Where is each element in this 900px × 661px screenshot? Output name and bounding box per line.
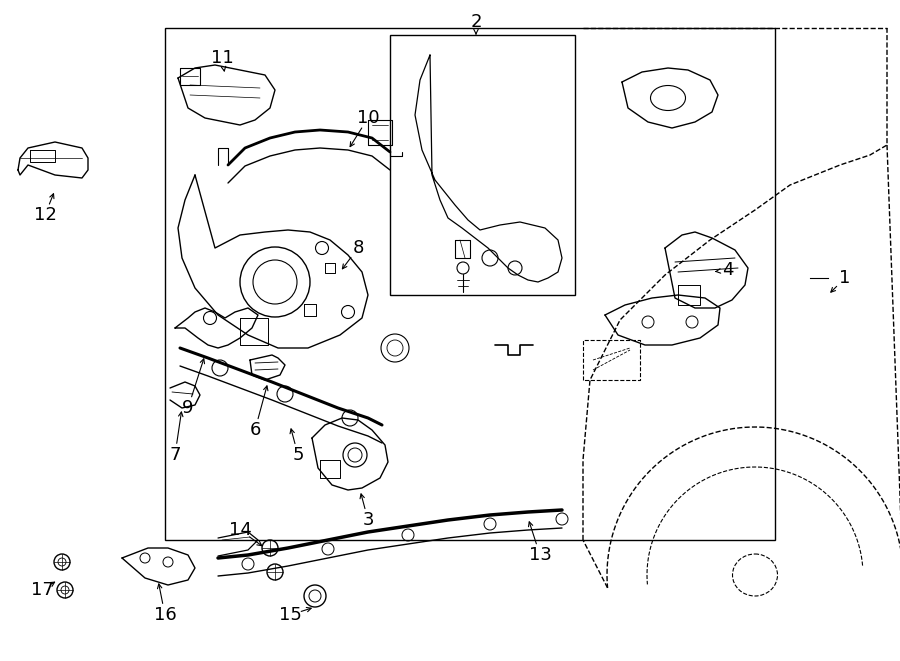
Text: 1: 1 <box>840 269 850 287</box>
Text: 9: 9 <box>182 399 194 417</box>
Text: 3: 3 <box>362 511 374 529</box>
Text: 14: 14 <box>229 521 251 539</box>
Text: 15: 15 <box>279 606 302 624</box>
Text: 10: 10 <box>356 109 379 127</box>
Text: 2: 2 <box>470 13 482 31</box>
Text: 5: 5 <box>292 446 304 464</box>
Text: 17: 17 <box>31 581 53 599</box>
Text: 11: 11 <box>211 49 233 67</box>
Bar <box>390 35 575 295</box>
Text: 13: 13 <box>528 546 552 564</box>
Text: 6: 6 <box>249 421 261 439</box>
Text: 7: 7 <box>169 446 181 464</box>
Text: 4: 4 <box>722 261 734 279</box>
Text: 16: 16 <box>154 606 176 624</box>
Bar <box>165 28 775 540</box>
Text: 8: 8 <box>352 239 364 257</box>
Text: 12: 12 <box>33 206 57 224</box>
